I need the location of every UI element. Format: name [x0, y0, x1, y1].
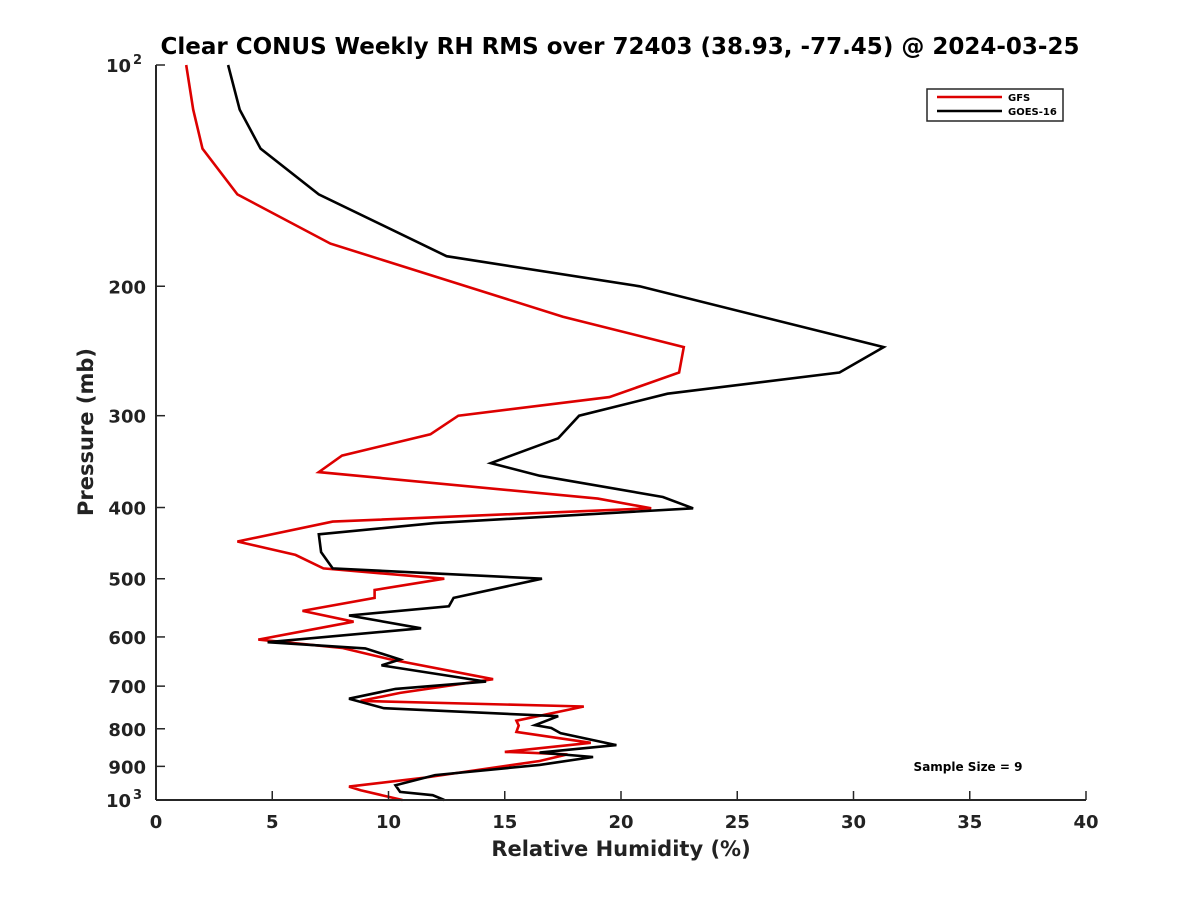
chart-title: Clear CONUS Weekly RH RMS over 72403 (38…	[161, 34, 1080, 60]
y-axis-label: Pressure (mb)	[74, 348, 98, 516]
y-tick-label-power: 10 2	[106, 53, 142, 77]
x-tick-label: 35	[957, 812, 982, 833]
y-tick-label-exponent: 2	[133, 53, 142, 68]
x-tick-label: 15	[492, 812, 517, 833]
x-axis-label: Relative Humidity (%)	[491, 837, 750, 861]
y-tick-label: 400	[108, 499, 146, 520]
y-tick-label: 300	[108, 407, 146, 428]
series-line-goes-16	[226, 64, 888, 802]
plot-area	[184, 64, 888, 802]
x-tick-label: 30	[841, 812, 866, 833]
y-tick-label-base: 10	[106, 791, 131, 812]
y-tick-label: 800	[108, 720, 146, 741]
x-ticks: 0 5 10 15 20 25 30 35 40	[150, 791, 1099, 833]
x-tick-label: 5	[266, 812, 279, 833]
legend-box	[926, 88, 1064, 122]
legend: GFS GOES-16	[926, 88, 1064, 122]
y-tick-label: 700	[108, 677, 146, 698]
sample-size-annotation: Sample Size = 9	[914, 760, 1023, 774]
y-tick-label: 600	[108, 628, 146, 649]
legend-label-goes-16: GOES-16	[1008, 107, 1057, 118]
x-tick-label: 20	[608, 812, 633, 833]
x-tick-label: 10	[376, 812, 401, 833]
x-tick-label: 0	[150, 812, 163, 833]
y-tick-label: 200	[108, 277, 146, 298]
series-line-gfs	[184, 64, 686, 802]
legend-label-gfs: GFS	[1008, 93, 1030, 104]
x-tick-label: 40	[1073, 812, 1098, 833]
y-tick-label: 500	[108, 570, 146, 591]
y-tick-label-exponent: 3	[133, 788, 142, 803]
y-tick-label-power: 10 3	[106, 788, 142, 812]
y-tick-label-base: 10	[106, 56, 131, 77]
y-tick-label: 900	[108, 757, 146, 778]
x-tick-label: 25	[725, 812, 750, 833]
